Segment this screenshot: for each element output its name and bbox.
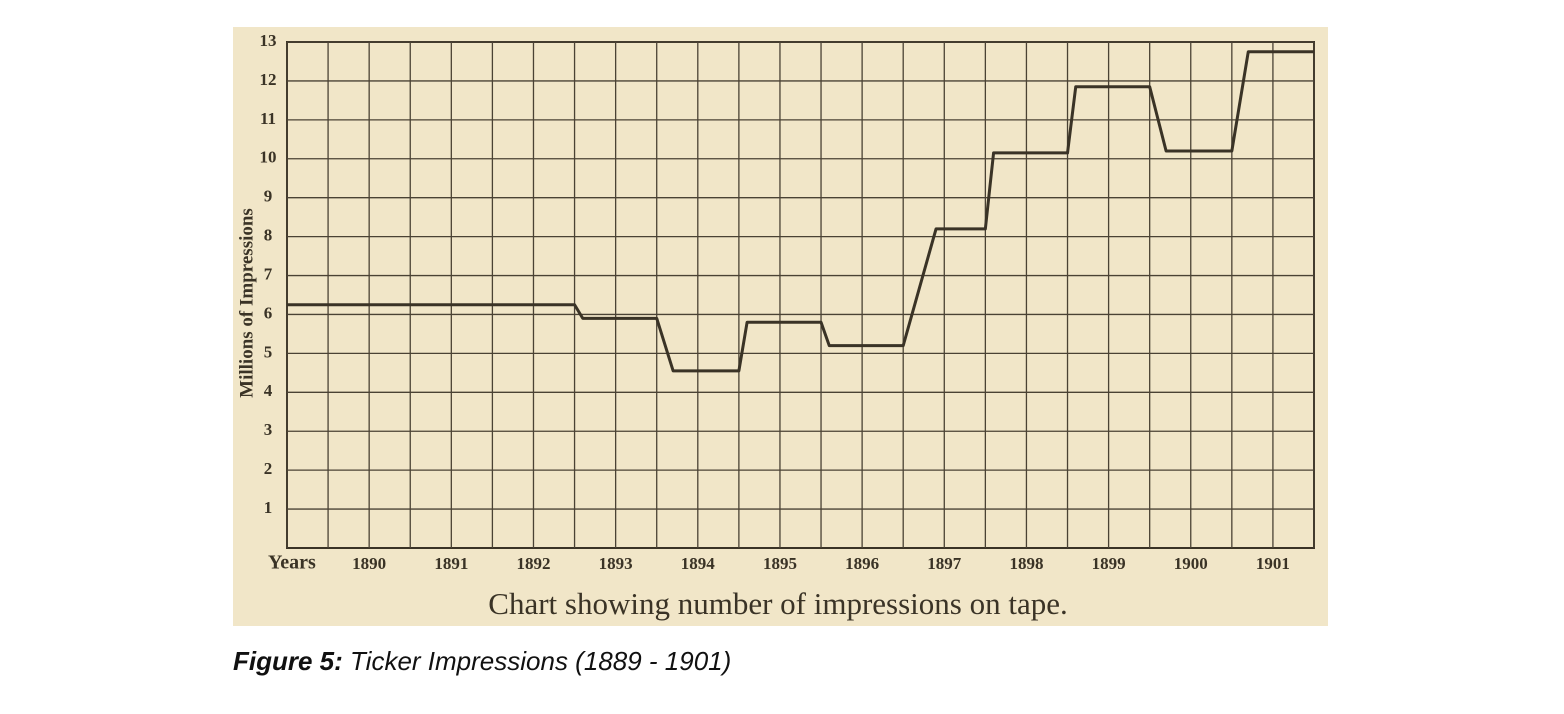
chart-caption: Chart showing number of impressions on t… [488, 586, 1067, 621]
data-line [287, 50, 1314, 373]
y-tick-label: 13 [260, 31, 277, 50]
x-tick-label: 1895 [763, 554, 797, 573]
y-tick-label: 4 [264, 381, 273, 400]
x-tick-label: 1898 [1009, 554, 1043, 573]
x-tick-label: 1892 [516, 554, 550, 573]
y-tick-label: 9 [264, 187, 273, 206]
x-tick-label: 1897 [927, 554, 962, 573]
x-tick-label: 1890 [352, 554, 386, 573]
chart: Millions of Impressions Years Chart show… [233, 27, 1328, 626]
y-tick-label: 8 [264, 226, 273, 245]
x-tick-label: 1894 [681, 554, 716, 573]
x-tick-label: 1901 [1256, 554, 1290, 573]
y-tick-label: 2 [264, 459, 273, 478]
y-tick-label: 10 [260, 148, 277, 167]
y-tick-label: 11 [260, 109, 276, 128]
figure-caption: Figure 5: Ticker Impressions (1889 - 190… [233, 646, 731, 677]
figure-text: Ticker Impressions (1889 - 1901) [350, 646, 732, 676]
y-tick-label: 7 [264, 264, 273, 283]
x-tick-label: 1896 [845, 554, 879, 573]
y-tick-label: 12 [260, 70, 277, 89]
x-tick-label: 1891 [434, 554, 468, 573]
figure-label: Figure 5: [233, 646, 343, 676]
y-tick-label: 1 [264, 498, 273, 517]
y-tick-label: 5 [264, 342, 273, 361]
x-axis-title: Years [268, 552, 316, 574]
x-tick-label: 1900 [1174, 554, 1208, 573]
y-axis-title: Millions of Impressions [236, 208, 257, 398]
x-tick-label: 1893 [599, 554, 633, 573]
y-tick-label: 3 [264, 420, 273, 439]
y-tick-label: 6 [264, 303, 273, 322]
x-tick-label: 1899 [1092, 554, 1126, 573]
